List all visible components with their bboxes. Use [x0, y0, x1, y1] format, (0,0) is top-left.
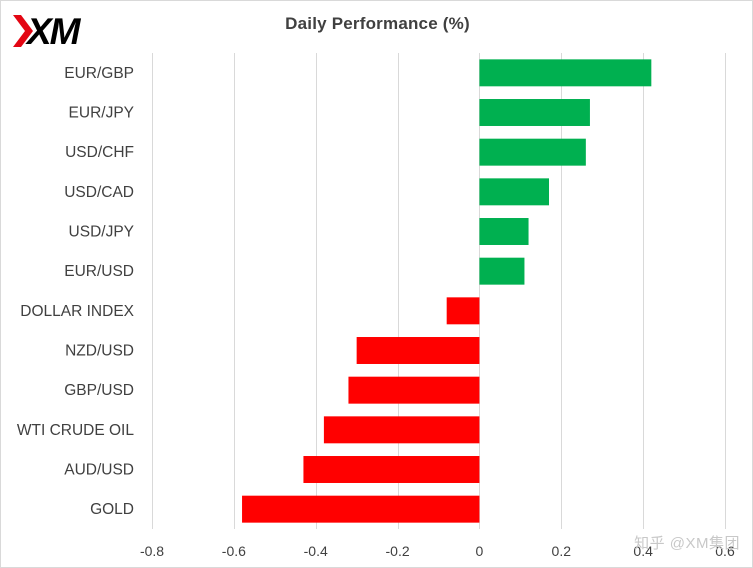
category-label: DOLLAR INDEX: [20, 303, 134, 320]
category-label: EUR/USD: [64, 263, 134, 280]
bar: [323, 416, 480, 444]
category-label: AUD/USD: [64, 462, 134, 479]
bar: [348, 376, 480, 404]
bar: [303, 456, 480, 483]
category-label: EUR/JPY: [69, 105, 134, 122]
x-tick-label: -0.6: [222, 543, 246, 559]
bar: [479, 138, 586, 166]
chart-title: Daily Performance (%): [285, 14, 470, 33]
category-label: GOLD: [90, 501, 134, 518]
xm-logo-text: XM: [25, 11, 82, 49]
category-label: WTI CRUDE OIL: [17, 422, 134, 439]
bar: [242, 495, 480, 523]
xm-logo-accent: [13, 15, 33, 47]
bar: [479, 59, 652, 87]
bar: [479, 99, 590, 126]
x-tick-label: 0.6: [715, 543, 735, 559]
x-tick-label: -0.2: [386, 543, 410, 559]
bar: [446, 297, 480, 325]
watermark: 知乎 @XM集团: [634, 535, 740, 552]
x-tick-label: -0.4: [304, 543, 328, 559]
bar: [479, 218, 529, 245]
category-label: USD/JPY: [69, 224, 134, 241]
x-tick-label: 0.2: [552, 543, 572, 559]
x-tick-label: 0.4: [633, 543, 653, 559]
x-tick-label: -0.8: [140, 543, 164, 559]
bar: [356, 337, 480, 364]
xm-logo: XM: [13, 11, 84, 49]
bar: [479, 178, 550, 206]
category-label: NZD/USD: [65, 343, 134, 360]
category-label: EUR/GBP: [64, 65, 134, 82]
category-label: GBP/USD: [64, 382, 134, 399]
bar: [479, 257, 525, 285]
category-label: USD/CHF: [65, 144, 134, 161]
x-tick-label: 0: [476, 543, 484, 559]
category-label: USD/CAD: [64, 184, 134, 201]
